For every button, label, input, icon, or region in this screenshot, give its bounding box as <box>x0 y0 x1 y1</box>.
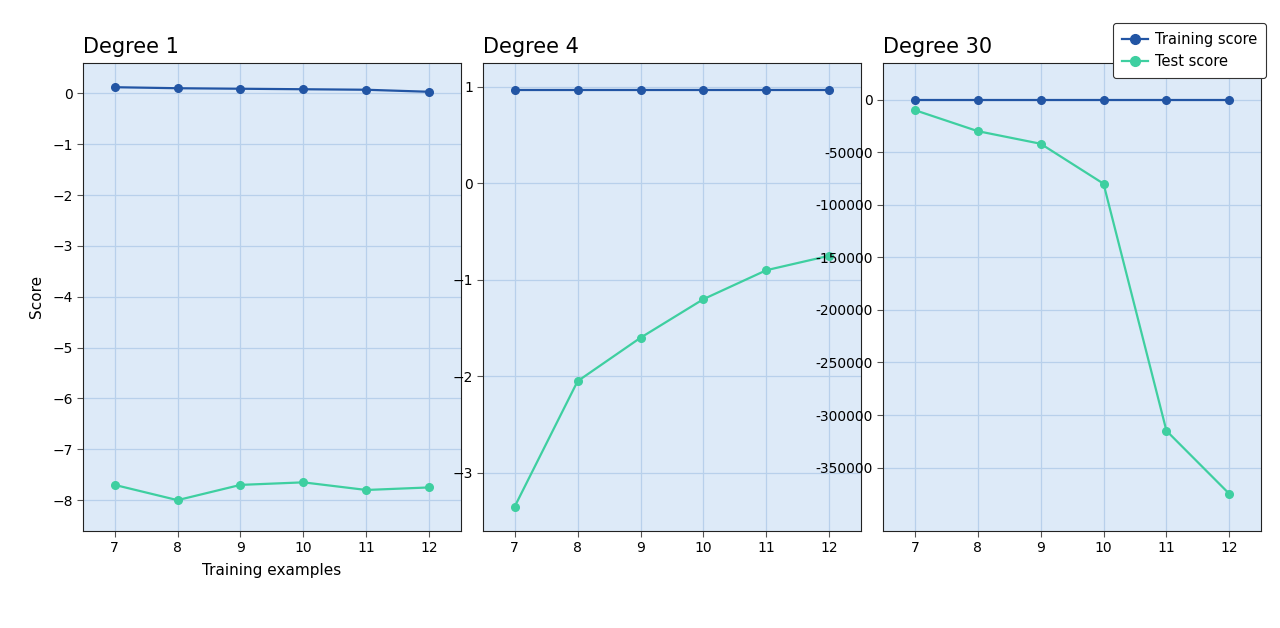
X-axis label: Training examples: Training examples <box>202 563 342 578</box>
Legend: Training score, Test score: Training score, Test score <box>1114 23 1266 78</box>
Text: Degree 4: Degree 4 <box>484 37 579 57</box>
Text: Degree 30: Degree 30 <box>883 37 992 57</box>
Y-axis label: Score: Score <box>29 275 44 318</box>
Text: Degree 1: Degree 1 <box>83 37 179 57</box>
